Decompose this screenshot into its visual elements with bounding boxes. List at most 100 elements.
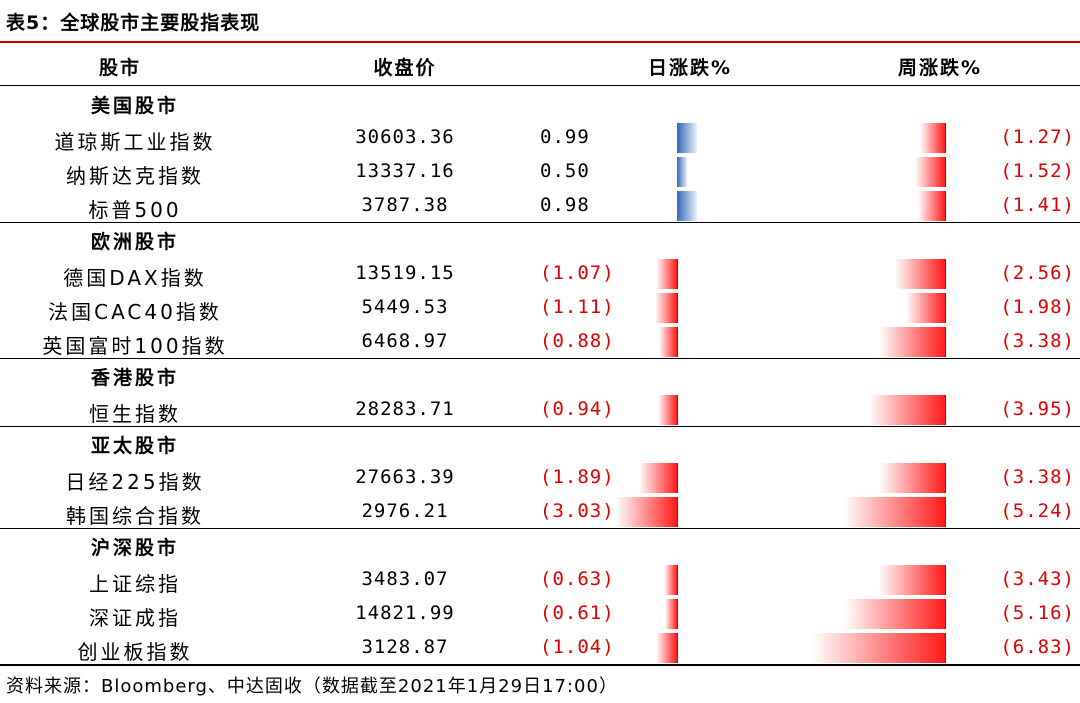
table-row: 标普500 3787.38 0.98 (1.41) bbox=[0, 189, 1080, 223]
source-note: 资料来源：Bloomberg、中达固收（数据截至2021年1月29日17:00） bbox=[6, 676, 618, 697]
group-row: 沪深股市 bbox=[0, 529, 1080, 563]
table-row: 纳斯达克指数 13337.16 0.50 (1.52) bbox=[0, 155, 1080, 189]
day-change-bar bbox=[656, 633, 678, 663]
group-row: 欧洲股市 bbox=[0, 223, 1080, 257]
close-price: 14821.99 bbox=[355, 602, 455, 624]
index-name: 韩国综合指数 bbox=[66, 504, 204, 528]
index-name: 深证成指 bbox=[89, 606, 181, 630]
week-change-value: (1.27) bbox=[1000, 126, 1075, 148]
day-change-value: (0.63) bbox=[540, 568, 615, 590]
group-separator bbox=[0, 528, 1080, 529]
week-change-bar bbox=[879, 463, 946, 493]
group-row: 香港股市 bbox=[0, 359, 1080, 393]
index-name: 纳斯达克指数 bbox=[66, 164, 204, 188]
header-day-change: 日涨跌% bbox=[647, 57, 733, 79]
day-change-value: (3.03) bbox=[540, 500, 615, 522]
header-separator bbox=[0, 85, 1080, 86]
day-change-bar bbox=[677, 191, 698, 221]
day-change-bar bbox=[616, 497, 678, 527]
week-change-bar bbox=[879, 327, 946, 357]
day-change-value: 0.50 bbox=[540, 160, 590, 182]
table-row: 上证综指 3483.07 (0.63) (3.43) bbox=[0, 563, 1080, 597]
index-name: 德国DAX指数 bbox=[63, 266, 207, 290]
week-change-value: (1.41) bbox=[1000, 194, 1075, 216]
header-week-change: 周涨跌% bbox=[897, 57, 983, 79]
group-title: 香港股市 bbox=[90, 367, 179, 389]
index-name: 法国CAC40指数 bbox=[48, 300, 222, 324]
close-price: 30603.36 bbox=[355, 126, 455, 148]
index-name: 日经225指数 bbox=[65, 470, 205, 494]
close-price: 3128.87 bbox=[361, 636, 449, 658]
index-name: 英国富时100指数 bbox=[42, 334, 228, 358]
day-change-value: (1.11) bbox=[540, 296, 615, 318]
day-change-value: (0.88) bbox=[540, 330, 615, 352]
day-change-value: (0.94) bbox=[540, 398, 615, 420]
week-change-bar bbox=[878, 565, 946, 595]
table-row: 英国富时100指数 6468.97 (0.88) (3.38) bbox=[0, 325, 1080, 359]
index-name: 标普500 bbox=[88, 198, 182, 222]
close-price: 13337.16 bbox=[355, 160, 455, 182]
group-separator bbox=[0, 222, 1080, 223]
table-row: 深证成指 14821.99 (0.61) (5.16) bbox=[0, 597, 1080, 631]
table-row: 恒生指数 28283.71 (0.94) (3.95) bbox=[0, 393, 1080, 427]
week-change-value: (3.38) bbox=[1000, 330, 1075, 352]
close-price: 6468.97 bbox=[361, 330, 449, 352]
group-separator bbox=[0, 426, 1080, 427]
day-change-bar bbox=[664, 599, 678, 629]
week-change-value: (5.24) bbox=[1000, 500, 1075, 522]
index-name: 恒生指数 bbox=[89, 402, 181, 426]
table-row: 法国CAC40指数 5449.53 (1.11) (1.98) bbox=[0, 291, 1080, 325]
week-change-bar bbox=[842, 497, 946, 527]
day-change-bar bbox=[659, 327, 678, 357]
table-bottom-rule bbox=[0, 664, 1080, 666]
week-change-value: (5.16) bbox=[1000, 602, 1075, 624]
table-title: 表5：全球股市主要股指表现 bbox=[6, 12, 261, 34]
week-change-bar bbox=[920, 123, 946, 153]
group-title: 亚太股市 bbox=[90, 435, 179, 457]
table-row: 韩国综合指数 2976.21 (3.03) (5.24) bbox=[0, 495, 1080, 529]
close-price: 27663.39 bbox=[355, 466, 455, 488]
group-row: 亚太股市 bbox=[0, 427, 1080, 461]
week-change-bar bbox=[917, 191, 946, 221]
day-change-value: (1.04) bbox=[540, 636, 615, 658]
day-change-bar bbox=[655, 259, 678, 289]
close-price: 2976.21 bbox=[361, 500, 449, 522]
group-separator bbox=[0, 358, 1080, 359]
index-name: 道琼斯工业指数 bbox=[54, 130, 216, 154]
header-close: 收盘价 bbox=[373, 57, 437, 79]
table-row: 创业板指数 3128.87 (1.04) (6.83) bbox=[0, 631, 1080, 665]
table-header: 股市 收盘价 日涨跌% 周涨跌% bbox=[0, 43, 1080, 85]
close-price: 13519.15 bbox=[355, 262, 455, 284]
week-change-bar bbox=[906, 293, 946, 323]
title-rule bbox=[0, 41, 1080, 43]
week-change-value: (1.98) bbox=[1000, 296, 1075, 318]
week-change-value: (3.43) bbox=[1000, 568, 1075, 590]
week-change-bar bbox=[895, 259, 946, 289]
group-title: 欧洲股市 bbox=[90, 231, 179, 253]
close-price: 3787.38 bbox=[361, 194, 449, 216]
group-row: 美国股市 bbox=[0, 87, 1080, 121]
day-change-value: (0.61) bbox=[540, 602, 615, 624]
week-change-value: (6.83) bbox=[1000, 636, 1075, 658]
day-change-bar bbox=[677, 157, 688, 187]
group-title: 沪深股市 bbox=[90, 537, 179, 559]
day-change-bar bbox=[654, 293, 678, 323]
header-market: 股市 bbox=[98, 57, 141, 79]
day-change-bar bbox=[658, 395, 678, 425]
table-row: 日经225指数 27663.39 (1.89) (3.38) bbox=[0, 461, 1080, 495]
day-change-value: (1.07) bbox=[540, 262, 615, 284]
close-price: 3483.07 bbox=[361, 568, 449, 590]
week-change-value: (1.52) bbox=[1000, 160, 1075, 182]
week-change-bar bbox=[915, 157, 946, 187]
close-price: 5449.53 bbox=[361, 296, 449, 318]
week-change-value: (3.95) bbox=[1000, 398, 1075, 420]
index-name: 上证综指 bbox=[89, 572, 181, 596]
table-row: 道琼斯工业指数 30603.36 0.99 (1.27) bbox=[0, 121, 1080, 155]
week-change-bar bbox=[844, 599, 946, 629]
day-change-value: 0.98 bbox=[540, 194, 590, 216]
group-title: 美国股市 bbox=[90, 95, 179, 117]
week-change-value: (2.56) bbox=[1000, 262, 1075, 284]
table-row: 德国DAX指数 13519.15 (1.07) (2.56) bbox=[0, 257, 1080, 291]
day-change-bar bbox=[639, 463, 678, 493]
week-change-bar bbox=[867, 395, 946, 425]
